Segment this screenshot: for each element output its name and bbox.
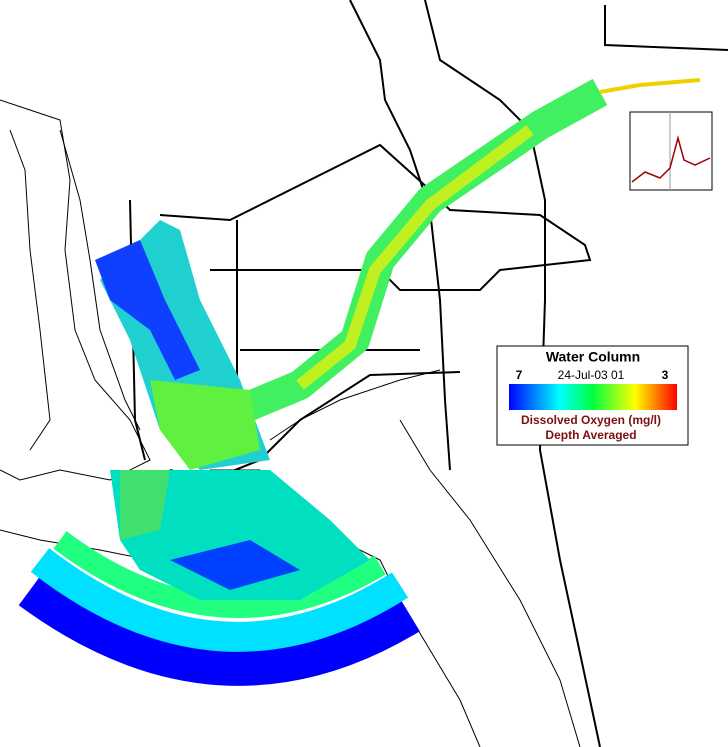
legend-date: 24-Jul-03 01: [558, 368, 625, 382]
legend: Water Column 7 24-Jul-03 01 3 Dissolved …: [496, 345, 689, 446]
color-bar: [509, 384, 677, 410]
legend-note: Depth Averaged: [545, 428, 636, 442]
legend-max: 3: [662, 368, 669, 382]
model-field: [18, 78, 701, 686]
inset-plot: [629, 111, 713, 191]
legend-min: 7: [516, 368, 523, 382]
legend-variable: Dissolved Oxygen (mg/l): [521, 413, 661, 427]
legend-title: Water Column: [546, 349, 640, 365]
